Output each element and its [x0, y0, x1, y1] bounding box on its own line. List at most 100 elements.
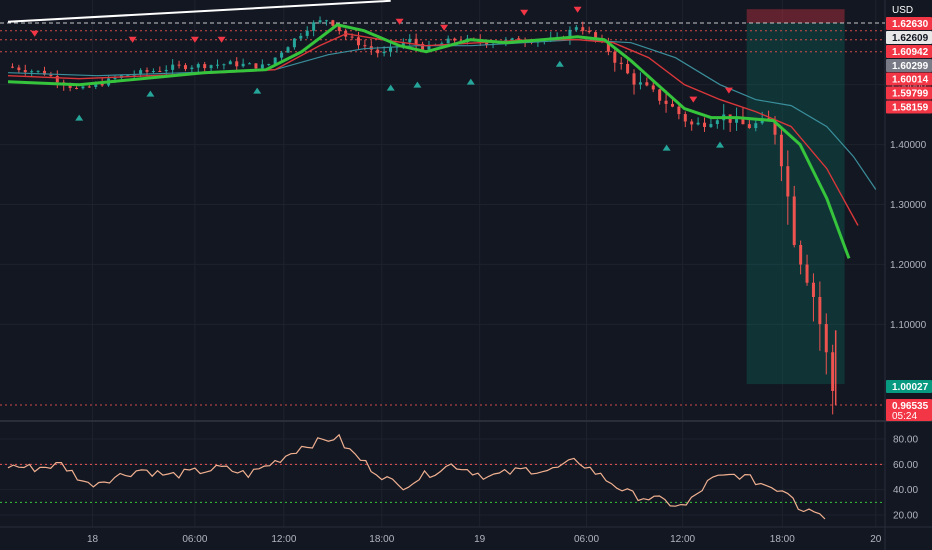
candle-body	[87, 86, 91, 88]
candle-body	[209, 65, 213, 69]
candle-body	[36, 70, 40, 72]
time-tick-label: 18:00	[369, 534, 394, 545]
candle-body	[831, 352, 835, 391]
candle-body	[703, 122, 707, 127]
candle-body	[299, 35, 303, 39]
buy-signal-marker	[413, 81, 422, 88]
candle-body	[17, 67, 21, 71]
price-tick-label: 1.50000	[890, 80, 927, 91]
time-tick-label: 18:00	[770, 534, 795, 545]
candle-body	[799, 244, 803, 265]
time-tick-label: 12:00	[271, 534, 296, 545]
candle-body	[824, 324, 828, 353]
candle-body	[222, 64, 226, 66]
sell-signal-marker	[30, 30, 39, 37]
price-tag-label: 1.60299	[892, 61, 929, 72]
countdown-label: 05:24	[892, 411, 917, 422]
time-tick-label: 20	[870, 534, 882, 545]
candle-body	[363, 45, 367, 47]
candle-body	[747, 124, 751, 129]
trend-line[interactable]	[7, 0, 391, 23]
sell-signal-marker	[440, 24, 449, 31]
candle-body	[139, 70, 143, 75]
candle-body	[305, 30, 309, 36]
candle-body	[23, 70, 27, 73]
candle-body	[677, 106, 681, 115]
candle-body	[55, 76, 59, 83]
rsi-tick-label: 20.00	[893, 511, 918, 522]
candle-body	[337, 25, 341, 31]
candle-body	[818, 296, 822, 325]
rsi-tick-label: 40.00	[893, 485, 918, 496]
candle-body	[273, 57, 277, 65]
price-tag	[886, 380, 932, 393]
currency-label[interactable]: USD	[886, 3, 932, 16]
time-tick-label: 19	[474, 534, 486, 545]
candle-body	[75, 87, 79, 89]
candle-body	[773, 119, 777, 135]
candle-body	[408, 38, 412, 43]
price-tag-label: 1.00027	[892, 382, 929, 393]
price-tag	[886, 17, 932, 30]
candle-body	[606, 41, 610, 52]
price-tags: 1.62630 1.62609 1.60942 1.60299 1.60014 1.597…	[886, 17, 932, 422]
candle-body	[81, 86, 85, 89]
moving-averages	[7, 23, 877, 259]
stop-zone[interactable]	[746, 9, 845, 23]
time-axis[interactable]: 18 06:00 12:00 18:00 19 06:00 12:00 18:00 20	[87, 534, 882, 545]
candle-body	[619, 62, 623, 64]
candle-body	[318, 20, 322, 23]
price-tag	[886, 59, 932, 72]
candle-body	[286, 47, 290, 53]
candle-body	[100, 83, 104, 86]
price-tag	[886, 45, 932, 58]
price-levels[interactable]	[0, 22, 885, 406]
candle-body	[626, 63, 630, 74]
candle-body	[696, 122, 700, 125]
candle-body	[267, 64, 271, 66]
candle-body	[216, 64, 220, 66]
buy-signal-marker	[253, 87, 262, 94]
candle-body	[241, 63, 245, 67]
candle-body	[260, 64, 264, 69]
candle-body	[171, 64, 175, 70]
ema-fast-line	[7, 23, 851, 259]
candle-body	[151, 70, 155, 72]
signal-markers	[30, 6, 733, 151]
candle-body	[190, 67, 194, 70]
rsi-pane	[0, 433, 885, 520]
candle-body	[331, 20, 335, 26]
sell-signal-marker	[190, 36, 199, 43]
candle-body	[779, 134, 783, 167]
candle-body	[574, 27, 578, 30]
price-tag-label: 1.60014	[892, 75, 929, 86]
price-tag	[886, 31, 932, 44]
price-tag-label: 1.58159	[892, 103, 929, 114]
candle-body	[421, 43, 425, 50]
candle-body	[68, 85, 72, 88]
sell-signal-marker	[395, 18, 404, 25]
candle-body	[30, 71, 34, 73]
candle-body	[581, 27, 585, 31]
candle-body	[670, 103, 674, 107]
price-tag	[886, 399, 932, 421]
price-tag	[886, 86, 932, 100]
candle-body	[594, 32, 598, 39]
candle-body	[427, 44, 431, 50]
price-axis[interactable]: 1.50000 1.40000 1.30000 1.20000 1.10000 80.00…	[890, 80, 927, 521]
currency-box[interactable]	[886, 3, 932, 16]
candle-body	[94, 83, 98, 87]
candle-body	[811, 282, 815, 297]
candle-body	[292, 38, 296, 48]
candle-body	[690, 121, 694, 125]
candle-body	[177, 64, 181, 66]
sell-signal-marker	[689, 96, 698, 103]
buy-signal-marker	[466, 78, 475, 85]
trendline-segment[interactable]	[7, 0, 391, 23]
candle-body	[568, 29, 572, 40]
candle-body	[715, 120, 719, 125]
candle-body	[126, 75, 130, 77]
currency-label: USD	[892, 5, 913, 16]
